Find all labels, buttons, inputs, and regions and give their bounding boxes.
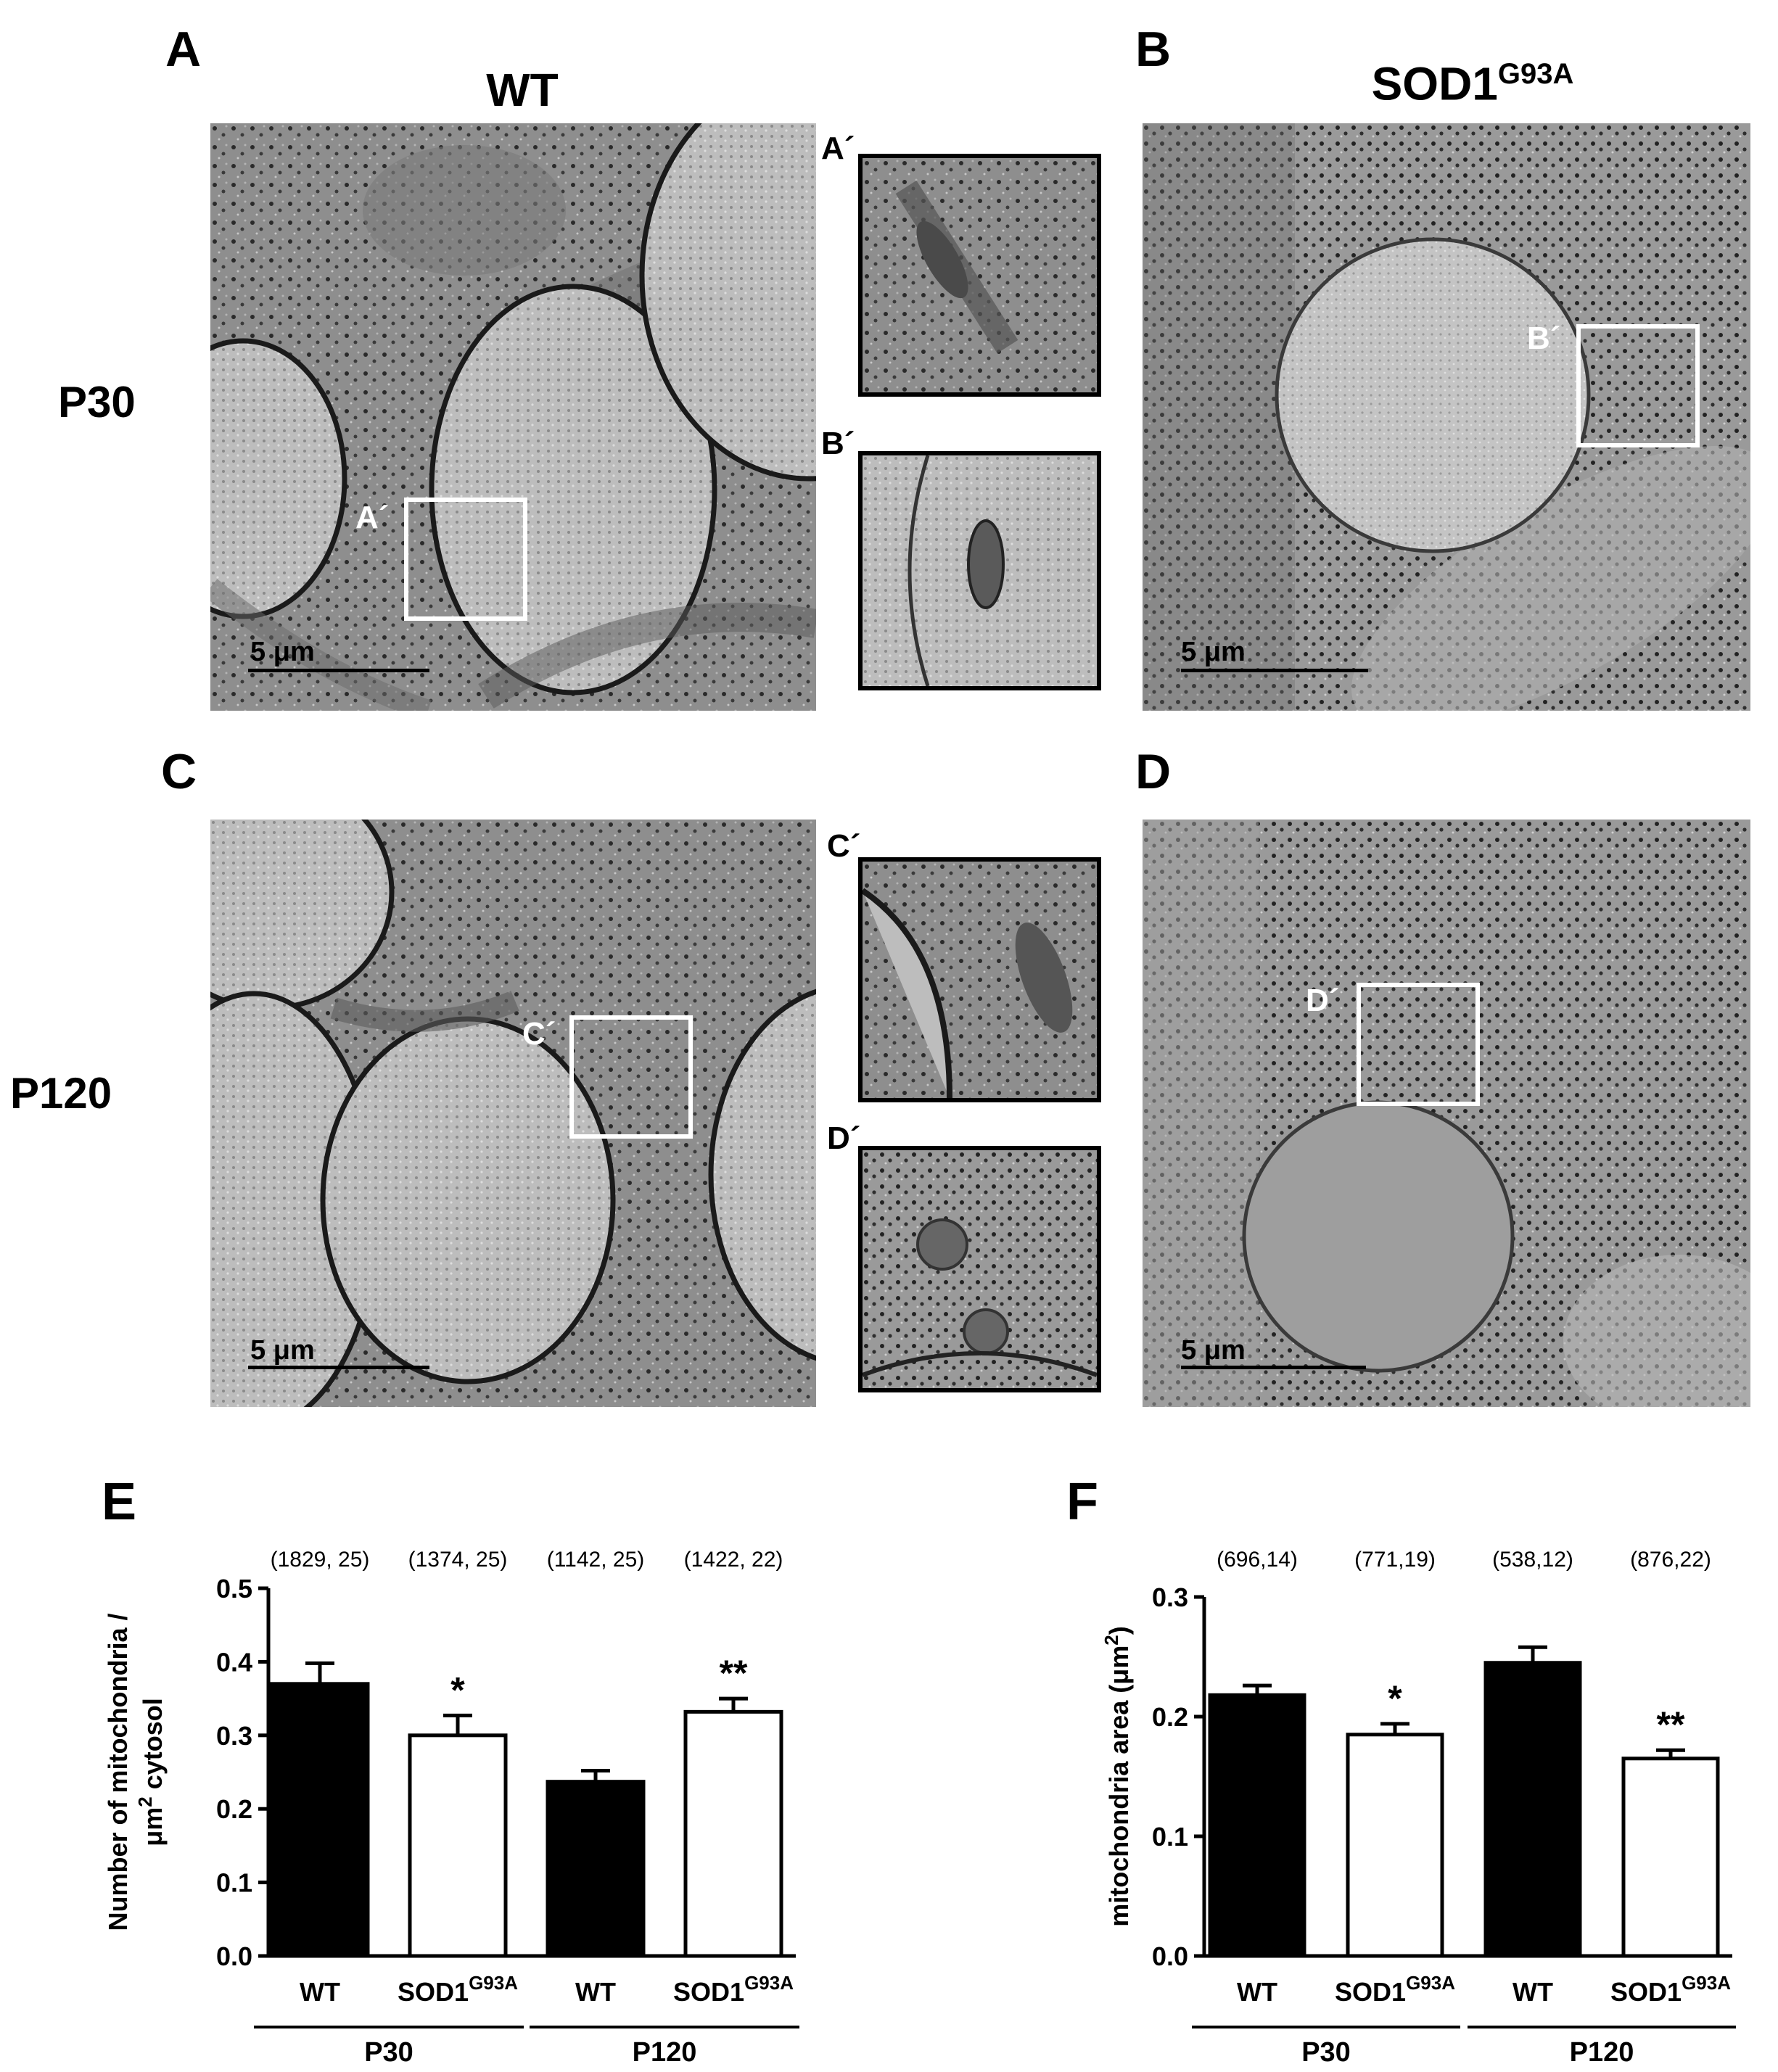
em-image-d [1143, 820, 1750, 1407]
inset-d [858, 1146, 1101, 1392]
panel-label-f: F [1066, 1473, 1098, 1531]
em-image-a [210, 123, 816, 711]
chart-e: 0.0 0.1 0.2 0.3 0.4 0.5 Number of mitochondria… [103, 1548, 799, 2067]
chart-e-category-label: SOD1G93A [673, 1972, 794, 2007]
chart-e-n-label: (1422, 22) [684, 1548, 783, 1572]
roi-box-d [1357, 983, 1480, 1106]
chart-f-category-label: WT [1512, 1977, 1553, 2007]
panel-label-e: E [102, 1473, 137, 1531]
chart-e-bar [270, 1682, 370, 1958]
inset-label-b: B´ [821, 426, 855, 461]
chart-e-y-axis-label: Number of mitochondria / μm2 cytosol [103, 1613, 168, 1931]
roi-label-c: C´ [522, 1016, 556, 1052]
inset-label-d: D´ [827, 1120, 861, 1156]
chart-e-category-label: SOD1G93A [398, 1972, 518, 2007]
em-texture-a [210, 123, 816, 711]
em-image-b [1143, 123, 1750, 711]
scale-label-b: 5 μm [1181, 637, 1246, 667]
chart-f-bar [1621, 1757, 1720, 1958]
chart-e-ytick-label: 0.4 [216, 1647, 252, 1677]
inset-label-c: C´ [827, 828, 861, 864]
roi-box-b [1576, 324, 1700, 447]
chart-f-ytick-label: 0.1 [1152, 1822, 1188, 1852]
chart-f-n-label: (771,19) [1354, 1548, 1436, 1572]
panel-label-a: A [165, 22, 202, 77]
chart-e-category-label: WT [300, 1977, 340, 2007]
chart-f-n-label: (876,22) [1630, 1548, 1711, 1572]
chart-e-n-label: (1374, 25) [408, 1548, 508, 1572]
chart-e-category-label: WT [575, 1977, 616, 2007]
chart-e-ytick-label: 0.2 [216, 1794, 252, 1824]
scale-bar-c [248, 1366, 429, 1369]
em-texture-d [1143, 820, 1750, 1407]
inset-label-a: A´ [821, 131, 855, 166]
scale-bar-d [1181, 1366, 1366, 1369]
roi-label-b: B´ [1527, 321, 1561, 356]
row-title-p120: P120 [10, 1069, 112, 1118]
chart-f-ytick-label: 0.3 [1152, 1582, 1188, 1612]
chart-f-bar [1346, 1733, 1444, 1958]
scale-label-d: 5 μm [1181, 1335, 1246, 1366]
inset-c [858, 857, 1101, 1102]
chart-f: 0.0 0.1 0.2 0.3 mitochondria area (μm2) (696,… [1100, 1548, 1736, 2067]
chart-f-n-label: (696,14) [1217, 1548, 1298, 1572]
column-title-sod1: SOD1G93A [1371, 57, 1574, 110]
roi-box-c [569, 1015, 693, 1139]
chart-f-n-label: (538,12) [1492, 1548, 1573, 1572]
chart-e-bar [683, 1709, 783, 1958]
chart-f-bar [1483, 1661, 1582, 1958]
chart-f-significance: * [1388, 1678, 1402, 1719]
chart-e-n-label: (1142, 25) [547, 1548, 645, 1572]
chart-e-bar [546, 1780, 646, 1958]
scale-bar-b [1181, 669, 1368, 672]
chart-f-category-label: SOD1G93A [1610, 1972, 1731, 2007]
chart-e-group-label: P30 [364, 2037, 413, 2067]
chart-f-ytick-label: 0.0 [1152, 1941, 1188, 1971]
roi-label-d: D´ [1306, 983, 1340, 1018]
chart-e-significance: * [450, 1669, 465, 1710]
roi-label-a: A´ [355, 500, 390, 535]
inset-a [858, 154, 1101, 397]
roi-box-a [404, 498, 527, 621]
chart-e-bar [408, 1733, 508, 1958]
em-image-c [210, 820, 816, 1407]
chart-e-ytick-label: 0.0 [216, 1941, 252, 1971]
chart-e-ytick-label: 0.3 [216, 1721, 252, 1751]
em-texture-b [1143, 123, 1750, 711]
scale-label-c: 5 μm [250, 1335, 315, 1366]
scale-label-a: 5 μm [250, 637, 315, 667]
panel-label-d: D [1135, 744, 1172, 799]
row-title-p30: P30 [58, 378, 136, 426]
chart-e-ytick-label: 0.1 [216, 1868, 252, 1898]
chart-f-category-label: SOD1G93A [1335, 1972, 1455, 2007]
chart-e-significance: ** [720, 1653, 748, 1693]
chart-e-n-label: (1829, 25) [271, 1548, 370, 1572]
chart-f-ytick-label: 0.2 [1152, 1702, 1188, 1732]
inset-b [858, 451, 1101, 690]
scale-bar-a [248, 669, 429, 672]
chart-f-group-label: P120 [1570, 2037, 1634, 2067]
chart-e-ytick-label: 0.5 [216, 1574, 252, 1603]
chart-f-category-label: WT [1237, 1977, 1277, 2007]
em-texture-c [210, 820, 816, 1407]
chart-f-group-label: P30 [1301, 2037, 1351, 2067]
chart-e-group-label: P120 [633, 2037, 697, 2067]
chart-f-significance: ** [1657, 1704, 1685, 1745]
chart-f-y-axis-label: mitochondria area (μm2) [1100, 1626, 1134, 1927]
column-title-wt: WT [486, 64, 559, 116]
panel-label-c: C [161, 744, 197, 799]
chart-f-bar [1208, 1693, 1306, 1958]
panel-label-b: B [1135, 22, 1172, 77]
